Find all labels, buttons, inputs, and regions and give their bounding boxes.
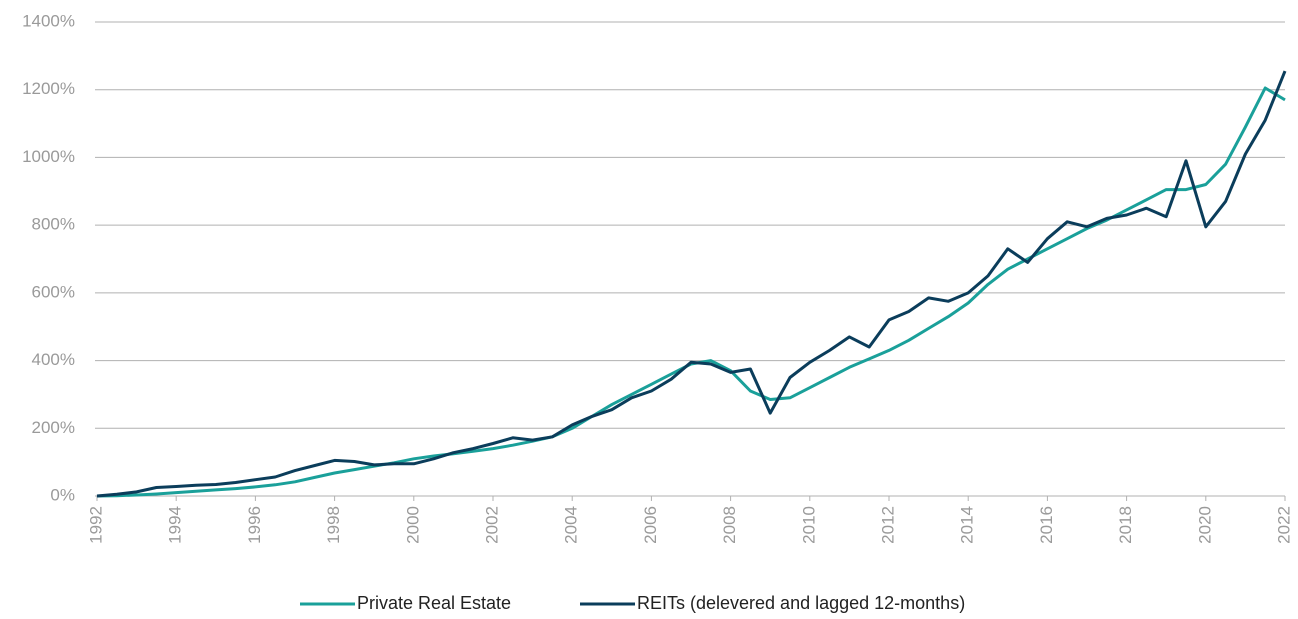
x-tick-label: 1998 [324, 506, 343, 544]
x-tick-label: 1996 [245, 506, 264, 544]
y-tick-label: 800% [32, 215, 75, 234]
y-tick-label: 400% [32, 350, 75, 369]
x-tick-label: 2020 [1195, 506, 1214, 544]
legend-label: Private Real Estate [357, 593, 511, 613]
x-tick-label: 2012 [878, 506, 897, 544]
x-tick-label: 1992 [86, 506, 105, 544]
series-line [96, 86, 1286, 498]
x-tick-label: 2018 [1116, 506, 1135, 544]
series-line [96, 70, 1287, 498]
x-tick-label: 2006 [641, 506, 660, 544]
y-tick-label: 1400% [22, 11, 75, 30]
y-tick-label: 200% [32, 418, 75, 437]
x-tick-label: 2002 [482, 506, 501, 544]
x-tick-label: 2014 [958, 506, 977, 544]
y-tick-label: 600% [32, 282, 75, 301]
x-tick-label: 2022 [1274, 506, 1293, 544]
y-tick-label: 1000% [22, 147, 75, 166]
x-tick-label: 1994 [166, 506, 185, 544]
y-tick-label: 1200% [22, 79, 75, 98]
y-tick-label: 0% [50, 485, 75, 504]
x-tick-label: 2004 [562, 506, 581, 544]
x-tick-label: 2000 [403, 506, 422, 544]
x-tick-label: 2010 [799, 506, 818, 544]
x-tick-label: 2008 [720, 506, 739, 544]
legend-label: REITs (delevered and lagged 12-months) [637, 593, 965, 613]
x-tick-label: 2016 [1037, 506, 1056, 544]
